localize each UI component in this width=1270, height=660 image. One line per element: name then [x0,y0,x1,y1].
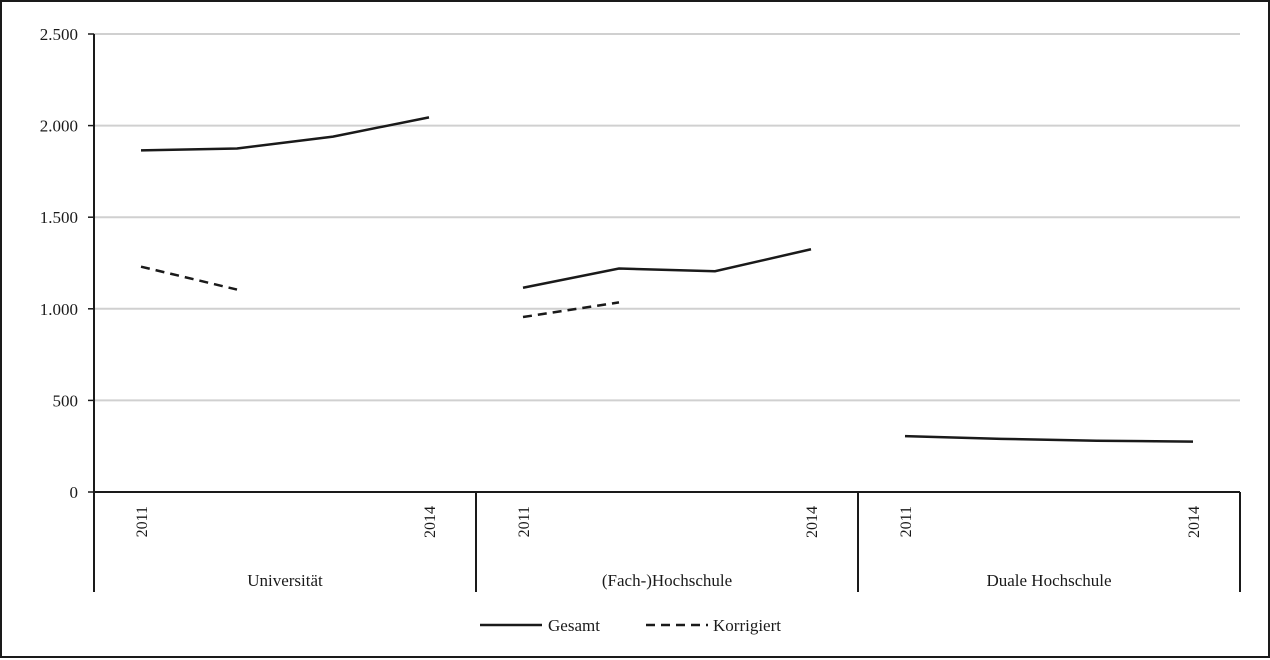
x-tick-label: 2011 [516,506,533,537]
series-line-gesamt-universit-t [140,116,430,152]
y-tick-label: 2.500 [40,25,78,44]
series-line-korrigiert-fach-hochschule [522,301,620,319]
y-tick-label: 1.000 [40,300,78,319]
x-tick-label: 2014 [804,506,821,538]
axes [88,33,1241,592]
legend: Gesamt Korrigiert [480,616,781,635]
series-lines [140,116,1194,443]
grid-lines [94,33,1240,402]
axis-labels: 0 500 1.000 1.500 2.000 2.500 2011 2014 Universi… [40,25,1203,590]
x-tick-label: 2014 [422,506,439,538]
legend-label-korrigiert: Korrigiert [713,616,781,635]
group-label: Universität [247,571,323,590]
x-tick-label: 2011 [898,506,915,537]
y-tick-label: 500 [53,391,79,410]
series-line-korrigiert-universit-t [140,265,238,291]
y-tick-label: 0 [70,483,79,502]
y-tick-label: 1.500 [40,208,78,227]
group-label: (Fach-)Hochschule [602,571,732,590]
group-label: Duale Hochschule [986,571,1111,590]
y-tick-label: 2.000 [40,117,78,136]
x-tick-label: 2014 [1186,506,1203,538]
series-line-gesamt-duale-hochschule [904,434,1194,443]
legend-label-gesamt: Gesamt [548,616,600,635]
x-tick-label: 2011 [134,506,151,537]
series-line-gesamt-fach-hochschule [522,248,812,289]
